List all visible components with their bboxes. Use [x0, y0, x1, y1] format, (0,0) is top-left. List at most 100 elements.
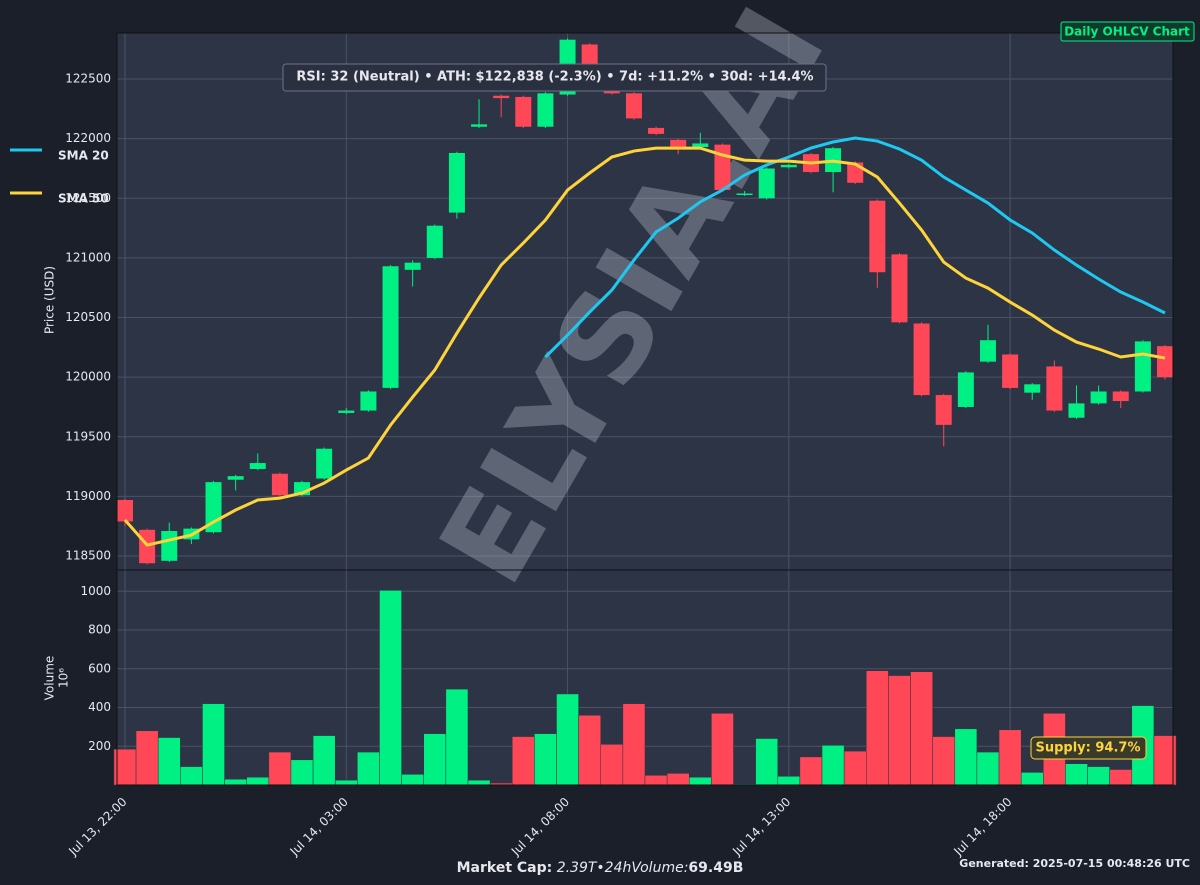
frame	[116, 32, 1174, 786]
volume-bar	[821, 745, 845, 786]
volume-bar	[578, 715, 601, 786]
y-axis-label: Price (USD)	[43, 266, 57, 334]
volume-bar	[467, 779, 491, 786]
candle-body	[714, 144, 731, 190]
y-tick-label: 600	[88, 661, 111, 675]
y-tick-label: 200	[88, 739, 111, 753]
candle-body	[1024, 384, 1041, 393]
volume-bar	[423, 733, 447, 786]
y-tick-label: 119000	[65, 489, 111, 503]
badge	[1060, 21, 1195, 42]
annotation: Supply: 94.7%	[1030, 736, 1147, 760]
candle-body	[338, 410, 355, 413]
sma-line	[544, 136, 1166, 359]
volume-bar	[666, 773, 690, 786]
volume-bar	[556, 693, 579, 786]
volume-bar	[1087, 766, 1110, 786]
volume-bar	[135, 730, 159, 786]
candle-body	[1046, 366, 1063, 411]
volume-bar	[157, 737, 181, 786]
volume-bar	[689, 777, 712, 786]
y-tick-label: 120000	[65, 370, 111, 384]
price-panel	[117, 33, 1173, 570]
volume-bar	[998, 729, 1022, 786]
y-tick-label: 1000	[80, 584, 111, 598]
annotation-text: RSI: 32 (Neutral) • ATH: $122,838 (-2.3%…	[296, 70, 813, 85]
y-tick-label: 800	[88, 623, 111, 637]
footer-value: 69.49B	[688, 860, 743, 876]
y-tick-label: 119500	[65, 429, 111, 443]
volume-bar	[1065, 763, 1088, 786]
volume-bar	[600, 744, 624, 786]
volume-bar	[799, 756, 823, 786]
candle-body	[249, 463, 266, 469]
footer: Market Cap: 2.39T•24hVolume:69.49B	[457, 860, 744, 876]
volume-bar	[246, 777, 270, 786]
volume-bar	[843, 750, 867, 786]
volume-bar	[312, 735, 336, 786]
candle-body	[316, 448, 333, 479]
y-tick-label: 120500	[65, 310, 111, 324]
candle-body	[515, 96, 532, 127]
candle-body	[670, 139, 687, 148]
candle-body	[161, 531, 178, 561]
volume-bar	[511, 736, 535, 786]
badge-text: Daily OHLCV Chart	[1064, 25, 1190, 39]
annotation-text: Supply: 94.7%	[1036, 741, 1141, 756]
x-tick-label: Jul 14, 08:00	[508, 795, 572, 859]
candle-body	[1090, 391, 1107, 404]
candle-body	[1157, 346, 1173, 378]
candle-body	[227, 476, 244, 480]
volume-bar	[268, 751, 292, 786]
volume-bar	[777, 776, 801, 786]
volume-bar	[202, 703, 225, 786]
candle-body	[1112, 391, 1129, 402]
y-tick-label: 118500	[65, 549, 111, 563]
candle-body	[360, 391, 377, 411]
volume-bar	[401, 774, 424, 786]
volume-bar	[644, 775, 668, 786]
volume-bar	[1109, 769, 1133, 786]
volume-bar	[334, 779, 358, 786]
y-tick-label: 121500	[65, 191, 111, 205]
candle-body	[448, 152, 465, 213]
volume-bar	[357, 751, 380, 786]
candle-body	[537, 93, 554, 127]
volume-bar	[932, 736, 956, 786]
candle-body	[891, 254, 908, 323]
candle-body	[692, 143, 709, 148]
annotation: RSI: 32 (Neutral) • ATH: $122,838 (-2.3%…	[282, 63, 827, 92]
candle-body	[979, 340, 996, 362]
volume-bar	[180, 766, 203, 786]
candle-body	[1068, 403, 1085, 418]
annotation-box	[1030, 736, 1147, 760]
candle-body	[471, 124, 488, 127]
footer-label: Market Cap:	[457, 860, 553, 876]
y-tick-label: 121000	[65, 250, 111, 264]
volume-bar	[379, 590, 402, 786]
volume-bar	[290, 759, 314, 786]
legend-entry: SMA 20	[10, 148, 109, 163]
candle-body	[625, 93, 642, 119]
candle-body	[913, 323, 930, 396]
y-axis-scale: 10⁶	[57, 668, 71, 688]
candle-body	[869, 200, 886, 273]
candle-body	[493, 95, 510, 99]
annotation-box	[282, 63, 827, 92]
candle-body	[382, 266, 399, 388]
legend-label: SMA 20	[58, 149, 109, 163]
candle-body	[117, 499, 133, 522]
x-tick-label: Jul 14, 03:00	[287, 795, 351, 859]
y-tick-label: 122500	[65, 72, 111, 86]
y-axis-label: Volume	[43, 656, 57, 701]
volume-bar	[224, 778, 247, 786]
volume-bar	[888, 675, 911, 786]
footer-middle: 2.39T•24hVolume:	[557, 860, 689, 876]
candle-body	[736, 193, 753, 196]
x-tick-label: Jul 14, 18:00	[951, 795, 1015, 859]
candle-body	[935, 395, 952, 425]
candle-body	[271, 473, 288, 496]
volume-bar	[622, 703, 646, 786]
volume-bar	[445, 688, 469, 786]
y-tick-label: 122000	[65, 131, 111, 145]
